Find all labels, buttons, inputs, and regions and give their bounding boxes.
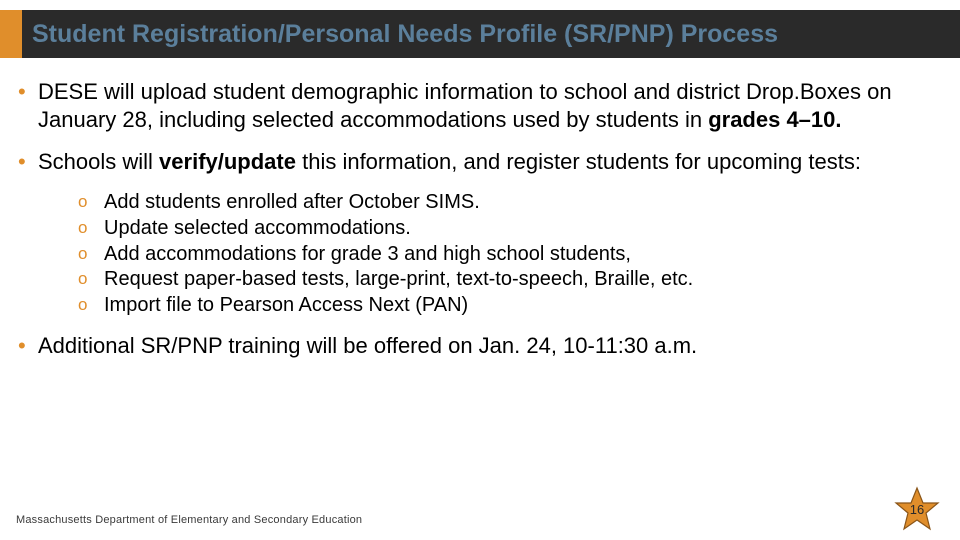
sub-bullet-item: o Import file to Pearson Access Next (PA…: [78, 293, 942, 319]
footer-text: Massachusetts Department of Elementary a…: [16, 514, 362, 526]
text-bold: grades 4–10.: [708, 107, 841, 132]
sub-bullet-mark: o: [78, 242, 104, 268]
bullet-text: Additional SR/PNP training will be offer…: [38, 332, 942, 360]
sub-bullet-text: Request paper-based tests, large-print, …: [104, 267, 942, 293]
slide: Student Registration/Personal Needs Prof…: [0, 0, 960, 540]
page-number: 16: [894, 486, 940, 532]
sub-bullet-item: o Add students enrolled after October SI…: [78, 190, 942, 216]
page-number-badge: 16: [894, 486, 940, 532]
bullet-mark: •: [18, 332, 38, 360]
sub-bullet-item: o Request paper-based tests, large-print…: [78, 267, 942, 293]
sub-bullet-item: o Add accommodations for grade 3 and hig…: [78, 242, 942, 268]
title-accent: [0, 10, 22, 58]
bullet-mark: •: [18, 78, 38, 134]
text-bold: verify/update: [159, 149, 296, 174]
sub-bullet-mark: o: [78, 216, 104, 242]
sub-bullet-mark: o: [78, 267, 104, 293]
bullet-text: DESE will upload student demographic inf…: [38, 78, 942, 134]
text-run: this information, and register students …: [296, 149, 861, 174]
bullet-item: • Schools will verify/update this inform…: [18, 148, 942, 176]
sub-bullet-text: Add accommodations for grade 3 and high …: [104, 242, 942, 268]
sub-bullet-mark: o: [78, 293, 104, 319]
slide-title: Student Registration/Personal Needs Prof…: [32, 10, 952, 58]
bullet-item: • DESE will upload student demographic i…: [18, 78, 942, 134]
bullet-mark: •: [18, 148, 38, 176]
sub-list: o Add students enrolled after October SI…: [78, 190, 942, 318]
sub-bullet-text: Add students enrolled after October SIMS…: [104, 190, 942, 216]
text-run: Schools will: [38, 149, 159, 174]
slide-body: • DESE will upload student demographic i…: [18, 78, 942, 375]
sub-bullet-mark: o: [78, 190, 104, 216]
sub-bullet-item: o Update selected accommodations.: [78, 216, 942, 242]
sub-bullet-text: Update selected accommodations.: [104, 216, 942, 242]
sub-bullet-text: Import file to Pearson Access Next (PAN): [104, 293, 942, 319]
text-run: Additional SR/PNP training will be offer…: [38, 333, 697, 358]
bullet-text: Schools will verify/update this informat…: [38, 148, 942, 176]
bullet-item: • Additional SR/PNP training will be off…: [18, 332, 942, 360]
